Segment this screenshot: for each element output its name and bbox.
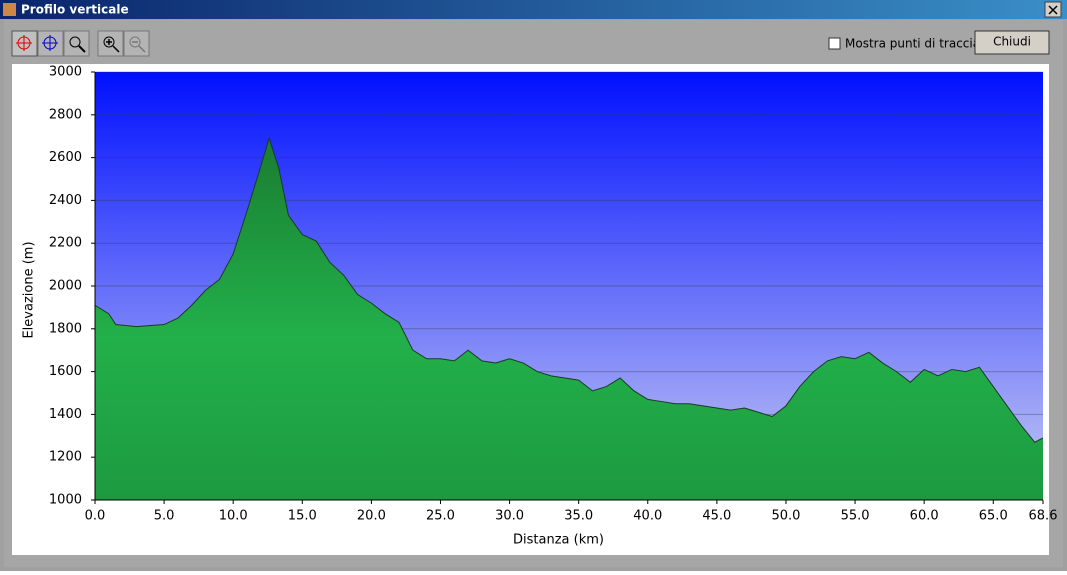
y-tick-label: 2200 <box>49 236 82 251</box>
y-axis-label: Elevazione (m) <box>22 241 37 338</box>
elevation-line <box>94 136 1044 443</box>
plot: 1000 1200 1400 1600 1800 2000 2200 2400 2600 2800… <box>49 65 1058 524</box>
tool-crosshair-blue[interactable] <box>37 30 64 57</box>
y-tick-label: 2600 <box>49 150 82 165</box>
tool-crosshair-red[interactable] <box>11 30 38 57</box>
y-tick-label: 1800 <box>49 321 82 336</box>
x-tick-label: 30.0 <box>495 509 524 524</box>
close-dialog-button[interactable]: Chiudi <box>974 30 1050 55</box>
y-tick-label: 2000 <box>49 279 82 294</box>
x-tick-label: 10.0 <box>219 509 248 524</box>
window-title: Profilo verticale <box>21 3 129 17</box>
x-tick-label: 25.0 <box>426 509 455 524</box>
y-tick-label: 1200 <box>49 450 82 465</box>
y-tick-label: 2400 <box>49 193 82 208</box>
checkbox[interactable] <box>828 37 841 50</box>
x-tick-label: 45.0 <box>702 509 731 524</box>
tool-zoom-out[interactable] <box>123 30 150 57</box>
x-tick-label: 60.0 <box>910 509 939 524</box>
title-bar <box>0 0 1067 19</box>
tool-zoom-in[interactable] <box>97 30 124 57</box>
y-tick-label: 3000 <box>49 65 82 80</box>
y-tick-label: 1600 <box>49 364 82 379</box>
x-tick-label: 55.0 <box>841 509 870 524</box>
x-axis-label: Distanza (km) <box>513 533 604 548</box>
checkbox-label[interactable]: Mostra punti di traccia <box>845 37 980 51</box>
y-tick-label: 1400 <box>49 407 82 422</box>
x-tick-label: 65.0 <box>979 509 1008 524</box>
x-tick-label: 50.0 <box>771 509 800 524</box>
x-tick-label: 15.0 <box>288 509 317 524</box>
x-tick-label: 5.0 <box>154 509 175 524</box>
x-tick-label: 40.0 <box>633 509 662 524</box>
x-tick-label: 68.6 <box>1029 509 1058 524</box>
button-label[interactable]: Chiudi <box>993 35 1031 49</box>
y-tick-label: 2800 <box>49 107 82 122</box>
elevation-area <box>95 138 1043 500</box>
x-tick-label: 35.0 <box>564 509 593 524</box>
window-icon <box>3 3 16 16</box>
close-button[interactable] <box>1044 1 1062 18</box>
x-tick-label: 20.0 <box>357 509 386 524</box>
y-tick-label: 1000 <box>49 493 82 508</box>
tool-zoom-box[interactable] <box>63 30 90 57</box>
x-tick-label: 0.0 <box>85 509 106 524</box>
